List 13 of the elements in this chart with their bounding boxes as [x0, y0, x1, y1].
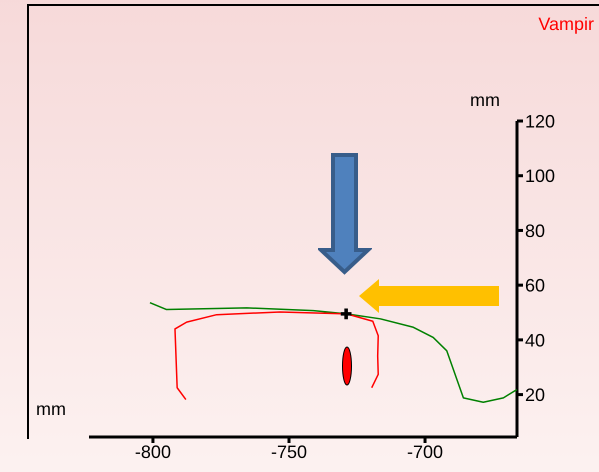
y-tick-label: 60	[525, 276, 546, 296]
y-tick-label: 20	[525, 384, 546, 405]
x-tick-label: -750	[270, 442, 308, 462]
text: Vampir	[538, 14, 594, 35]
y-tick-label: 40	[525, 330, 546, 350]
x-tick-label: -700	[407, 442, 444, 462]
x-axis-title: mm	[36, 399, 66, 420]
y-tick-label: 80	[525, 220, 546, 241]
y-tick-label: 100	[525, 166, 556, 186]
line-series	[149, 302, 517, 404]
y-axis-title: mm	[470, 90, 500, 111]
y-tick-label: 120	[525, 111, 556, 132]
x-tick-label: -800	[134, 442, 171, 462]
